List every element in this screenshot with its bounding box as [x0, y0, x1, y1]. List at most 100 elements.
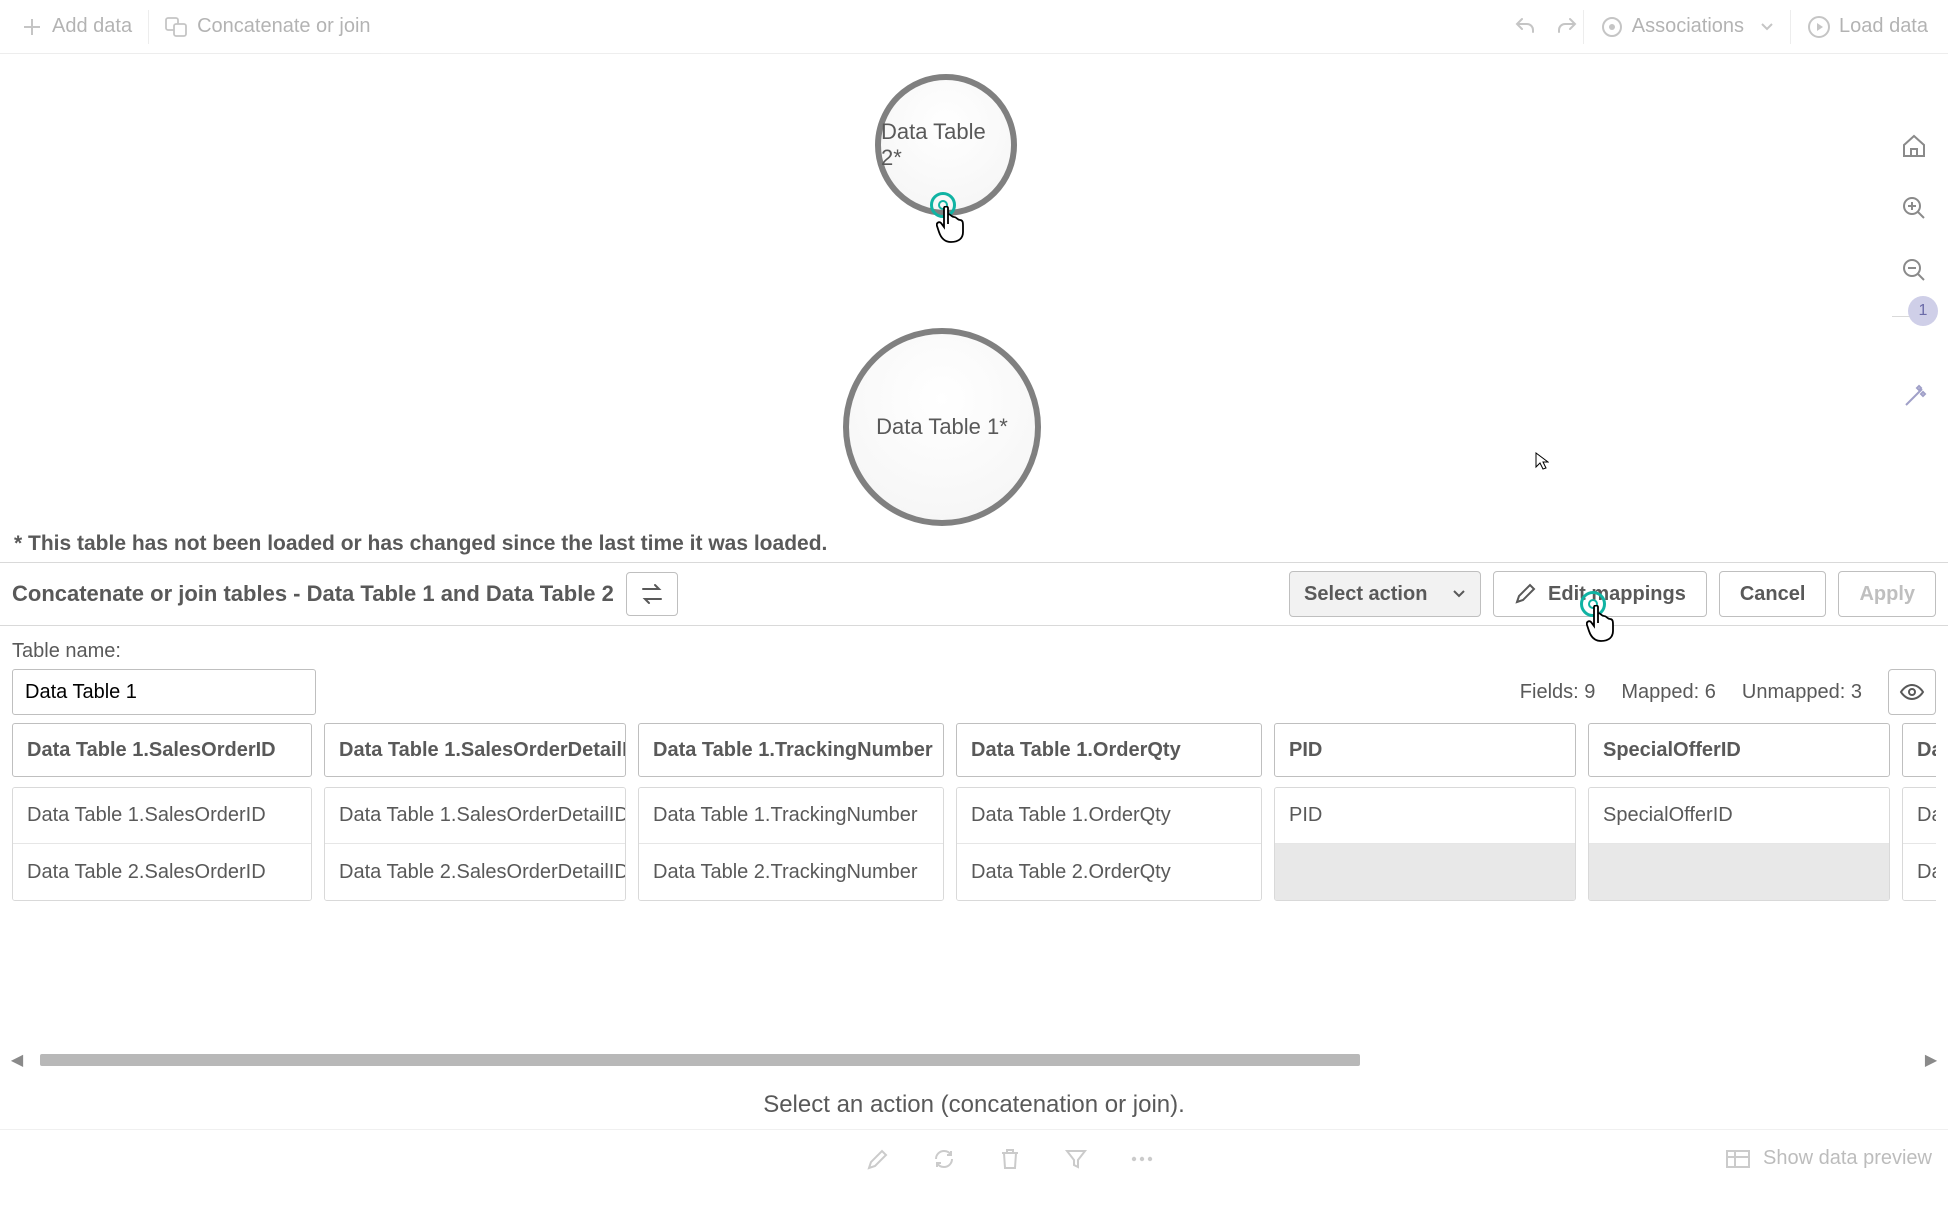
- column-cells: SpecialOfferID: [1588, 787, 1890, 901]
- mapping-cell[interactable]: Data Table 1.SalesOrderID: [13, 788, 311, 844]
- column-cells: Data TaData Ta: [1902, 787, 1936, 901]
- swap-icon: [639, 583, 665, 605]
- undo-icon[interactable]: [1513, 15, 1537, 39]
- mapping-column: Data TaData TaData Ta: [1902, 723, 1936, 901]
- concatenate-button[interactable]: Concatenate or join: [153, 7, 382, 47]
- fields-label: Fields:: [1520, 681, 1579, 703]
- apply-button[interactable]: Apply: [1838, 571, 1936, 617]
- mapping-cell[interactable]: Data Ta: [1903, 844, 1936, 900]
- show-data-preview-label: Show data preview: [1763, 1147, 1932, 1170]
- column-cells: Data Table 1.SalesOrderDetailIDData Tabl…: [324, 787, 626, 901]
- associations-label: Associations: [1632, 15, 1744, 38]
- add-data-label: Add data: [52, 15, 132, 38]
- mapping-column: Data Table 1.SalesOrderDetailIDData Tabl…: [324, 723, 626, 901]
- column-header[interactable]: Data Table 1.SalesOrderID: [12, 723, 312, 777]
- select-action-dropdown[interactable]: Select action: [1289, 571, 1481, 617]
- fields-value: 9: [1584, 681, 1595, 703]
- mapping-column: Data Table 1.TrackingNumber Data Table 1.…: [638, 723, 944, 901]
- pencil-icon: [1514, 583, 1536, 605]
- play-circle-icon: [1807, 15, 1831, 39]
- magic-wand-icon[interactable]: [1892, 375, 1936, 419]
- eye-icon: [1899, 682, 1925, 702]
- add-data-button[interactable]: Add data: [8, 7, 144, 47]
- unmapped-label: Unmapped:: [1742, 681, 1845, 703]
- mapped-value: 6: [1705, 681, 1716, 703]
- table-icon: [1725, 1149, 1751, 1169]
- mapping-cell[interactable]: [1589, 844, 1889, 900]
- scroll-right-icon[interactable]: ▶: [1922, 1050, 1940, 1070]
- canvas-tools: 1: [1892, 124, 1936, 419]
- mapping-cell[interactable]: Data Table 2.SalesOrderID: [13, 844, 311, 900]
- mapping-cell[interactable]: Data Ta: [1903, 788, 1936, 844]
- mapping-cell[interactable]: SpecialOfferID: [1589, 788, 1889, 844]
- refresh-icon[interactable]: [930, 1145, 958, 1173]
- edit-mappings-button[interactable]: Edit mappings: [1493, 571, 1707, 617]
- column-header[interactable]: Data Ta: [1902, 723, 1936, 777]
- unmapped-value: 3: [1851, 681, 1862, 703]
- chevron-down-icon: [1452, 589, 1466, 599]
- table-name-row: Table name: Fields: 9 Mapped: 6 Unmapped…: [0, 626, 1948, 723]
- table-bubble-2[interactable]: Data Table 2*: [875, 74, 1017, 216]
- mapping-stats: Fields: 9 Mapped: 6 Unmapped: 3: [1520, 669, 1936, 715]
- mapping-cell[interactable]: Data Table 2.TrackingNumber: [639, 844, 943, 900]
- table-name-label: Table name:: [12, 640, 316, 663]
- mapping-cell[interactable]: Data Table 1.SalesOrderDetailID: [325, 788, 625, 844]
- data-model-canvas[interactable]: Data Table 2* Data Table 1* * This table…: [0, 54, 1948, 562]
- mapping-grid: Data Table 1.SalesOrderIDData Table 1.Sa…: [0, 723, 1948, 901]
- mapping-cell[interactable]: Data Table 1.TrackingNumber: [639, 788, 943, 844]
- apply-label: Apply: [1859, 583, 1915, 606]
- mapping-column: Data Table 1.SalesOrderIDData Table 1.Sa…: [12, 723, 312, 901]
- concat-icon: [165, 15, 189, 39]
- select-action-label: Select action: [1304, 583, 1427, 606]
- toggle-preview-button[interactable]: [1888, 669, 1936, 715]
- column-header[interactable]: PID: [1274, 723, 1576, 777]
- recommendations-badge: 1: [1908, 296, 1938, 326]
- column-cells: PID: [1274, 787, 1576, 901]
- trash-icon[interactable]: [996, 1145, 1024, 1173]
- home-icon[interactable]: [1892, 124, 1936, 168]
- chevron-down-icon: [1760, 22, 1774, 32]
- edit-icon[interactable]: [864, 1145, 892, 1173]
- cancel-button[interactable]: Cancel: [1719, 571, 1827, 617]
- table-bubble-1-label: Data Table 1*: [876, 414, 1008, 440]
- cancel-label: Cancel: [1740, 583, 1806, 606]
- mapping-cell[interactable]: Data Table 2.OrderQty: [957, 844, 1261, 900]
- associations-icon: [1600, 15, 1624, 39]
- column-cells: Data Table 1.OrderQtyData Table 2.OrderQ…: [956, 787, 1262, 901]
- column-cells: Data Table 1.SalesOrderIDData Table 2.Sa…: [12, 787, 312, 901]
- top-toolbar: Add data Concatenate or join Association…: [0, 0, 1948, 54]
- table-bubble-1[interactable]: Data Table 1*: [843, 328, 1041, 526]
- redo-icon[interactable]: [1555, 15, 1579, 39]
- edit-mappings-label: Edit mappings: [1548, 583, 1686, 606]
- mapping-cell[interactable]: PID: [1275, 788, 1575, 844]
- plus-icon: [20, 15, 44, 39]
- column-header[interactable]: Data Table 1.TrackingNumber: [638, 723, 944, 777]
- concatenate-label: Concatenate or join: [197, 15, 370, 38]
- horizontal-scrollbar[interactable]: ◀ ▶: [8, 1051, 1940, 1069]
- mouse-cursor-icon: [1535, 452, 1549, 470]
- load-data-button[interactable]: Load data: [1795, 7, 1940, 47]
- load-data-label: Load data: [1839, 15, 1928, 38]
- canvas-footnote: * This table has not been loaded or has …: [14, 532, 827, 556]
- associations-button[interactable]: Associations: [1588, 7, 1786, 47]
- action-bar-title: Concatenate or join tables - Data Table …: [12, 581, 614, 607]
- mapping-cell[interactable]: Data Table 2.SalesOrderDetailID: [325, 844, 625, 900]
- zoom-out-icon[interactable]: [1892, 248, 1936, 292]
- more-icon[interactable]: [1128, 1145, 1156, 1173]
- mapping-cell[interactable]: Data Table 1.OrderQty: [957, 788, 1261, 844]
- column-header[interactable]: SpecialOfferID: [1588, 723, 1890, 777]
- action-bar: Concatenate or join tables - Data Table …: [0, 562, 1948, 626]
- scroll-thumb[interactable]: [40, 1054, 1360, 1066]
- column-header[interactable]: Data Table 1.SalesOrderDetailID: [324, 723, 626, 777]
- column-header[interactable]: Data Table 1.OrderQty: [956, 723, 1262, 777]
- filter-icon[interactable]: [1062, 1145, 1090, 1173]
- mapped-label: Mapped:: [1621, 681, 1699, 703]
- zoom-in-icon[interactable]: [1892, 186, 1936, 230]
- mapping-cell[interactable]: [1275, 844, 1575, 900]
- mapping-column: Data Table 1.OrderQtyData Table 1.OrderQ…: [956, 723, 1262, 901]
- table-name-input[interactable]: [12, 669, 316, 715]
- show-data-preview-button[interactable]: Show data preview: [1725, 1147, 1932, 1170]
- mapping-column: PID PID: [1274, 723, 1576, 901]
- scroll-left-icon[interactable]: ◀: [8, 1050, 26, 1070]
- swap-tables-button[interactable]: [626, 572, 678, 616]
